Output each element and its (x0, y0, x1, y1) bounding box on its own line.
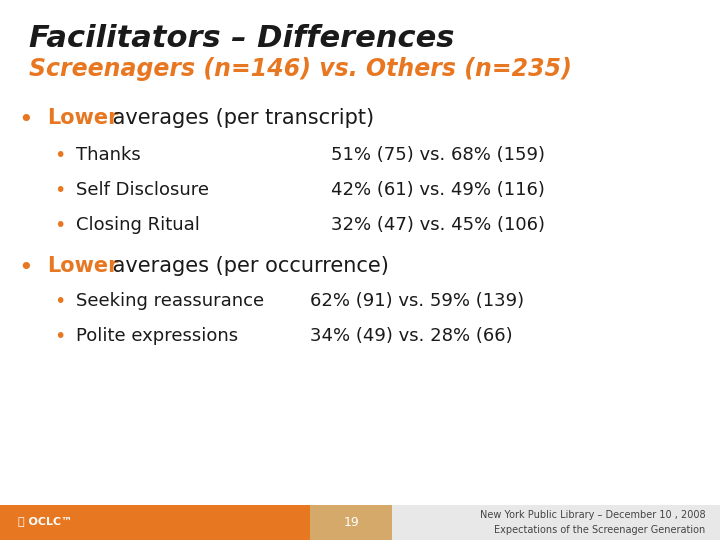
FancyBboxPatch shape (0, 505, 310, 540)
Text: Lower: Lower (47, 256, 118, 276)
Text: Closing Ritual: Closing Ritual (76, 216, 199, 234)
Text: •: • (54, 216, 66, 235)
Text: 32% (47) vs. 45% (106): 32% (47) vs. 45% (106) (331, 216, 545, 234)
Text: •: • (54, 327, 66, 346)
Text: •: • (18, 256, 32, 280)
Text: Facilitators – Differences: Facilitators – Differences (29, 24, 454, 53)
Text: •: • (18, 108, 32, 132)
Text: averages (per occurrence): averages (per occurrence) (106, 256, 389, 276)
Text: 19: 19 (343, 516, 359, 529)
Text: •: • (54, 181, 66, 200)
Text: ⓒ OCLC™: ⓒ OCLC™ (18, 517, 72, 528)
Text: Expectations of the Screenager Generation: Expectations of the Screenager Generatio… (495, 525, 706, 535)
Text: Thanks: Thanks (76, 146, 140, 164)
Text: 42% (61) vs. 49% (116): 42% (61) vs. 49% (116) (331, 181, 545, 199)
Text: 62% (91) vs. 59% (139): 62% (91) vs. 59% (139) (310, 292, 523, 309)
Text: 34% (49) vs. 28% (66): 34% (49) vs. 28% (66) (310, 327, 512, 345)
Text: Polite expressions: Polite expressions (76, 327, 238, 345)
Text: averages (per transcript): averages (per transcript) (106, 108, 374, 128)
FancyBboxPatch shape (310, 505, 392, 540)
FancyBboxPatch shape (0, 505, 720, 540)
Text: •: • (54, 292, 66, 310)
Text: Self Disclosure: Self Disclosure (76, 181, 209, 199)
Text: •: • (54, 146, 66, 165)
Text: New York Public Library – December 10 , 2008: New York Public Library – December 10 , … (480, 510, 706, 519)
Text: Lower: Lower (47, 108, 118, 128)
Text: 51% (75) vs. 68% (159): 51% (75) vs. 68% (159) (331, 146, 545, 164)
Text: Screenagers (n=146) vs. Others (n=235): Screenagers (n=146) vs. Others (n=235) (29, 57, 572, 80)
Text: Seeking reassurance: Seeking reassurance (76, 292, 264, 309)
